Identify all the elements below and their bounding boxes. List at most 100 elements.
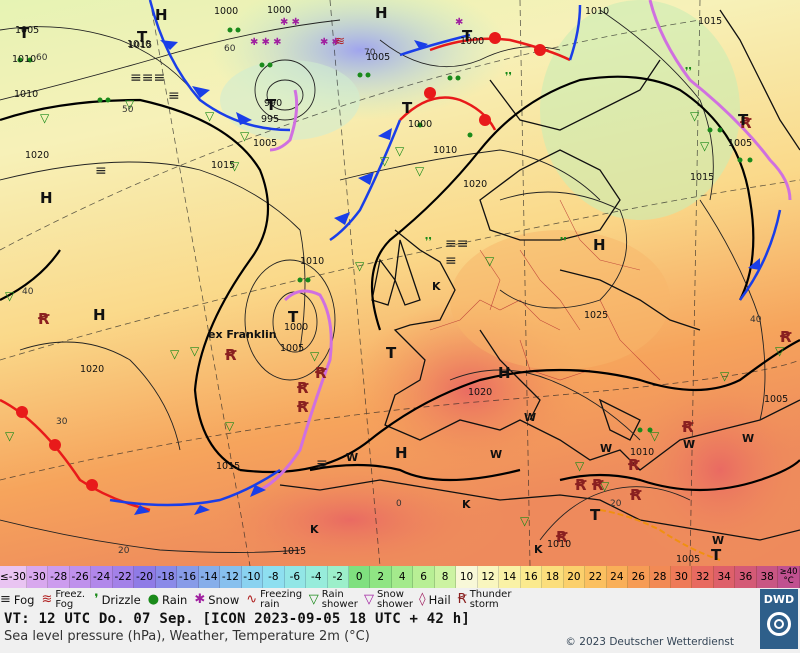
svg-text:Ꞧ: Ꞧ [629,486,642,504]
temperature-scale-cell: -16 [177,566,199,588]
temperature-scale-cell: 32 [692,566,714,588]
low-pressure-marker: T [266,96,277,114]
latitude-label: 60 [36,53,48,63]
temperature-scale-cell: 16 [520,566,543,588]
svg-text:▽: ▽ [395,144,405,158]
map-marker: K [462,498,471,511]
latitude-label: 40 [22,287,34,297]
legend-item-rain: ● Rain [148,593,188,607]
svg-text:▽: ▽ [690,109,700,123]
pressure-label: 1010 [433,145,457,156]
weather-map: ✱ ✱ ✱ ✱ ✱ ✱ ✱ ✱ ▽ ▽ ▽ ▽ ▽ ▽ ▽ ▽ ▽ ▽ ▽ ▽ ▽ ▽ ▽ ▽ … [0,0,800,566]
temperature-scale-cell: 10 [456,566,478,588]
pressure-label: 1015 [216,461,240,472]
legend-item-hail: ◊ Hail [419,592,451,607]
temperature-scale-cell: 24 [606,566,629,588]
latitude-label: 20 [610,499,622,509]
snow-shower-icon: ▽ [363,592,374,607]
legend-item-snow: ✱ Snow [194,592,240,607]
shower-symbols: ▽ ▽ ▽ ▽ ▽ ▽ ▽ ▽ ▽ ▽ ▽ ▽ ▽ ▽ ▽ ▽ ▽ ▽ ▽ ▽ ▽ ▽ ▽ ▽ [5,97,785,528]
occluded-front-franklin [259,89,333,492]
legend-label: Rain [162,593,188,607]
snow-icon: ✱ [194,592,206,607]
svg-text:≡≡≡: ≡≡≡ [130,70,165,86]
drizzle-icon: ❜ [94,592,99,607]
temperature-scale-cell: -28 [48,566,70,588]
map-marker: W [600,442,612,455]
pressure-label: 1005 [366,52,390,63]
svg-text:Ꞧ: Ꞧ [779,328,792,346]
svg-text:≡: ≡ [316,456,328,472]
temperature-scale-cell: -24 [91,566,113,588]
map-marker: W [490,448,502,461]
place-label-ex-franklin: ex Franklin [208,328,277,341]
svg-text:▽: ▽ [650,429,660,443]
legend-label: Thunder storm [469,589,512,610]
legend-item-thunderstorm: Ꞧ Thunder storm [458,590,512,610]
map-marker: K [310,523,319,536]
temperature-scale-cell: -26 [69,566,92,588]
rain-shower-icon: ▽ [308,592,319,607]
pressure-label: 1010 [127,39,151,50]
temperature-scale-cell: ≤-30 [0,566,27,588]
legend-item-drizzle: ❜ Drizzle [94,592,141,607]
map-marker: W [742,432,754,445]
low-pressure-marker: T [402,99,413,117]
map-marker: W [524,411,536,424]
legend-label: Drizzle [101,593,141,607]
temperature-scale-cell: -4 [306,566,328,588]
isobars-bold [0,75,800,492]
pressure-label: 990 [264,98,282,109]
temperature-scale-cell: -2 [327,566,349,588]
low-pressure-marker: T [288,308,299,326]
pressure-label: 1005 [728,138,752,149]
svg-text:✱ ✱: ✱ ✱ [320,37,340,48]
svg-text:❜❜: ❜❜ [685,65,692,78]
temperature-scale-cell: -12 [220,566,242,588]
pressure-label: 1005 [676,554,700,565]
thunderstorm-icon: Ꞧ [457,592,467,607]
pressure-label: 1010 [12,54,36,65]
legend-label: Freez. Fog [55,589,86,610]
temperature-scale-cell: 30 [671,566,693,588]
svg-text:▽: ▽ [700,139,710,153]
temperature-scale-cell: 34 [713,566,736,588]
high-pressure-marker: H [40,189,53,207]
high-pressure-marker: H [375,4,388,22]
temperature-scale-cell: 2 [370,566,392,588]
temperature-scale-cell: -10 [241,566,264,588]
latitude-label: 70 [364,48,376,58]
coastlines [279,9,800,541]
map-marker: W [683,438,695,451]
valid-time: VT: 12 UTC Do. 07 Sep. [ICON 2023-09-05 … [4,611,470,627]
map-marker: K [534,543,543,556]
pressure-label: 1010 [14,89,38,100]
footer: VT: 12 UTC Do. 07 Sep. [ICON 2023-09-05 … [4,611,764,644]
svg-text:❜❜: ❜❜ [425,235,432,248]
legend-label: Snow [208,593,240,607]
low-pressure-marker: T [137,28,148,46]
pressure-label: 1000 [214,6,238,17]
freezing-fog-symbols: ≋ [335,34,345,48]
weather-legend: ≡ Fog ≋ Freez. Fog ❜ Drizzle ● Rain ✱ Snow ∿ Freezi… [0,589,760,611]
drizzle-symbols: ❜❜ ❜❜ ❜❜ ❜❜ [425,65,692,248]
hail-icon: ◊ [419,592,426,607]
borders [429,199,661,381]
pressure-label: 1015 [698,16,722,27]
svg-text:▽: ▽ [575,459,585,473]
pressure-label: 1005 [15,25,39,36]
svg-text:▽: ▽ [485,254,495,268]
freezing-fog-icon: ≋ [41,592,53,607]
low-pressure-marker: T [711,546,722,564]
svg-text:▽: ▽ [205,109,215,123]
pressure-label: 1025 [584,310,608,321]
pressure-label: 1005 [253,138,277,149]
cold-front-north [399,33,471,57]
occluded-front-east [648,0,792,301]
temperature-scale-cell: -20 [134,566,156,588]
svg-text:Ꞧ: Ꞧ [296,379,309,397]
pressure-label: 1010 [300,256,324,267]
high-pressure-marker: H [498,364,511,382]
legend-item-freezing-rain: ∿ Freezing rain [246,590,302,610]
